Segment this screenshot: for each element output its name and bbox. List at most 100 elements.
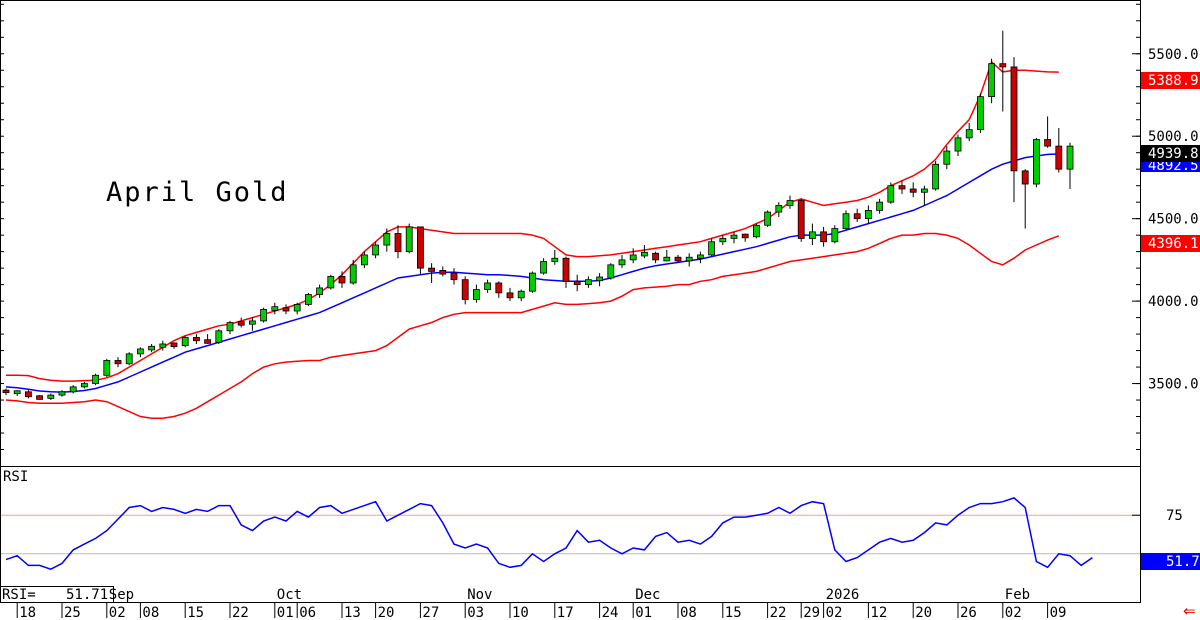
candle <box>573 274 581 292</box>
candle <box>1033 137 1040 188</box>
rsi-last-label: 51.7 <box>1166 554 1200 570</box>
candle-body <box>148 345 156 351</box>
x-tick-label: 22 <box>770 605 787 620</box>
candle-body <box>170 342 178 348</box>
candle-body <box>1033 139 1040 185</box>
candle-body <box>360 254 368 266</box>
candle <box>685 253 693 267</box>
candle <box>932 160 939 191</box>
candle-body <box>416 226 424 269</box>
price-tags: 5388.9 4892.5 4939.8 4396.1 <box>1141 72 1200 252</box>
candle <box>865 205 872 224</box>
candle <box>439 266 447 277</box>
candle <box>831 225 839 244</box>
x-month-label: Feb <box>1005 587 1030 603</box>
candle <box>1010 57 1018 203</box>
x-tick-label: 26 <box>960 605 977 620</box>
candle <box>641 245 648 259</box>
candle <box>304 292 312 307</box>
candle <box>293 302 301 315</box>
candle <box>730 231 738 244</box>
candle <box>921 185 928 206</box>
y-tick-label: 4500.0 <box>1148 212 1199 228</box>
candle <box>428 263 436 283</box>
candle-body <box>641 251 648 257</box>
candle <box>842 210 850 231</box>
candle-body <box>372 244 380 256</box>
candle <box>472 284 480 303</box>
candle-body <box>741 233 749 239</box>
candle-body <box>529 272 536 292</box>
x-tick-label: 15 <box>187 605 204 620</box>
candle <box>47 393 55 401</box>
candle-body <box>136 348 144 355</box>
candle <box>529 271 536 293</box>
candle-body <box>1021 170 1029 185</box>
candle <box>405 223 413 254</box>
candle-body <box>125 353 133 365</box>
candle <box>416 226 424 275</box>
x-tick-label: 25 <box>64 605 81 620</box>
candle-body <box>965 129 973 139</box>
candle-body <box>764 211 771 226</box>
x-month-label: 2026 <box>826 587 860 603</box>
candle <box>316 284 324 298</box>
candle <box>809 223 816 246</box>
candle-body <box>13 390 21 395</box>
candle-body <box>831 228 839 243</box>
candle <box>125 352 133 366</box>
bollinger-lower-line <box>5 232 1060 419</box>
candle-body <box>349 264 357 284</box>
candle-body <box>865 210 872 220</box>
candle-body <box>248 320 256 325</box>
candle <box>282 304 290 315</box>
candle-body <box>708 241 715 256</box>
candle <box>103 358 111 377</box>
candle <box>506 287 514 302</box>
candle <box>764 210 771 227</box>
candle-body <box>204 339 212 344</box>
x-tick-label: 03 <box>467 605 484 620</box>
x-month-label: Dec <box>635 587 660 603</box>
candle-body <box>585 279 592 286</box>
candle <box>394 225 402 259</box>
x-tick-label: 02 <box>1005 605 1022 620</box>
candle-body <box>685 256 693 262</box>
candle <box>954 134 962 156</box>
candle <box>1044 116 1051 148</box>
candle <box>338 271 346 288</box>
candle-body <box>517 290 525 299</box>
candle-body <box>24 391 32 398</box>
lower-band-tag <box>1141 235 1200 252</box>
candle <box>1055 127 1063 173</box>
candle-body <box>92 374 99 384</box>
candle-body <box>282 307 290 312</box>
lower-band-label: 4396.1 <box>1148 236 1199 252</box>
candle <box>461 276 469 305</box>
candle-body <box>394 233 402 253</box>
candle-body <box>506 292 514 299</box>
candle <box>596 273 603 287</box>
candle <box>495 281 503 298</box>
candle <box>652 251 659 264</box>
candle-body <box>551 257 559 262</box>
bollinger-upper-line <box>6 60 1059 382</box>
candle-body <box>652 252 659 261</box>
candle-body <box>1055 145 1063 170</box>
candle-body <box>338 275 346 284</box>
x-tick-label: 09 <box>1050 605 1067 620</box>
candle-body <box>103 360 111 376</box>
candle <box>204 334 212 344</box>
x-tick-label: 12 <box>870 605 887 620</box>
candle <box>540 258 547 275</box>
scroll-arrow-icon[interactable]: ⇐ <box>1183 602 1196 620</box>
candle <box>977 93 984 133</box>
candle <box>372 241 380 259</box>
rsi-line <box>5 497 1093 571</box>
candle <box>192 334 200 344</box>
candle-body <box>999 63 1007 68</box>
x-tick-label: 22 <box>232 605 249 620</box>
x-tick-label: 24 <box>602 605 619 620</box>
candle-body <box>36 395 43 400</box>
candle-body <box>607 264 615 279</box>
